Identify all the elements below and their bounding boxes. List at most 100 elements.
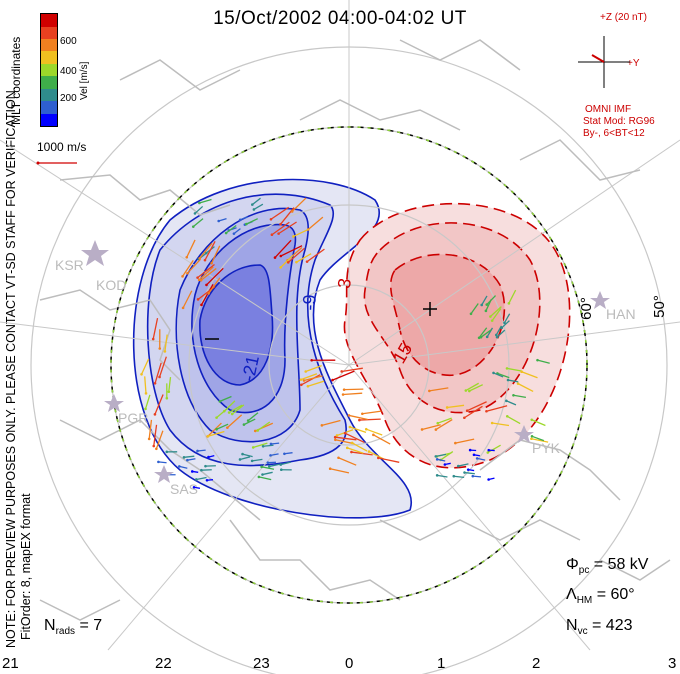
velocity-vector — [186, 239, 196, 258]
velocity-vector-origin — [230, 412, 234, 416]
velocity-vector-origin — [279, 254, 283, 258]
velocity-vector-origin — [270, 233, 274, 237]
velocity-vector-origin — [250, 459, 254, 463]
velocity-vector — [437, 474, 448, 478]
velocity-vector — [531, 419, 546, 427]
velocity-vector-origin — [348, 425, 352, 429]
velocity-vector — [183, 455, 195, 458]
colorbar-segment — [41, 38, 57, 52]
imf-z-label: +Z (20 nT) — [600, 12, 647, 23]
lambda-hm-stat: ΛHM = 60° — [566, 586, 635, 607]
velocity-vector-origin — [479, 335, 483, 339]
velocity-vector-origin — [466, 468, 470, 471]
velocity-vector-origin — [241, 452, 244, 456]
velocity-vector — [239, 216, 249, 221]
velocity-vector — [280, 255, 294, 268]
site-label-pyk: PYK — [532, 440, 561, 456]
velocity-vector — [466, 401, 487, 412]
velocity-vector — [200, 283, 214, 306]
phi-pc-stat: Φpc = 58 kV — [566, 556, 649, 577]
velocity-vector-origin — [302, 379, 306, 382]
velocity-vector-origin — [435, 458, 439, 461]
velocity-vector-origin — [530, 418, 534, 422]
velocity-vector — [251, 197, 261, 206]
colorbar-tick-400: 400 — [60, 66, 77, 77]
velocity-vector-origin — [331, 378, 334, 382]
nvc-value: 423 — [605, 617, 633, 634]
velocity-vector-origin — [215, 427, 218, 431]
site-markers — [81, 240, 610, 483]
velocity-vector — [252, 458, 263, 462]
imf-source: OMNI IMF — [585, 104, 632, 115]
velocity-vector-origin — [167, 390, 171, 394]
velocity-vector-origin — [295, 260, 298, 264]
velocity-vector-origin — [196, 276, 199, 279]
velocity-vector-origin — [420, 428, 424, 431]
velocity-vector — [207, 430, 225, 437]
velocity-vector — [344, 388, 364, 391]
velocity-vector — [501, 320, 510, 329]
velocity-vector-origin — [224, 231, 228, 235]
velocity-vector — [521, 371, 538, 379]
velocity-vector-origin — [434, 455, 438, 458]
velocity-vector — [206, 267, 224, 286]
velocity-vector — [208, 277, 221, 294]
velocity-vector — [197, 263, 215, 279]
velocity-vector-origin — [155, 447, 158, 451]
velocity-vector — [489, 306, 502, 318]
velocity-vector — [218, 217, 227, 222]
lambda-hm-value: 60° — [610, 586, 635, 603]
velocity-vector-origin — [505, 367, 509, 370]
colorbar-tick-200: 200 — [60, 93, 77, 104]
velocity-vector — [378, 457, 400, 463]
velocity-vector-origin — [152, 444, 156, 448]
velocity-vector — [140, 358, 150, 375]
velocity-vector-origin — [280, 468, 283, 472]
mlt-label-2: 2 — [532, 655, 541, 672]
velocity-vector — [513, 394, 526, 398]
velocity-vector-origin — [507, 302, 511, 305]
velocity-vector — [349, 426, 367, 434]
velocity-vector — [517, 383, 534, 393]
velocity-vector — [182, 260, 194, 277]
velocity-vector-origin — [153, 381, 157, 385]
velocity-vector — [531, 435, 545, 442]
velocity-vector-origin — [503, 321, 506, 325]
velocity-vector-origin — [452, 474, 456, 478]
velocity-vector-origin — [192, 485, 196, 489]
velocity-vector — [148, 419, 153, 439]
velocity-vector-origin — [185, 255, 189, 259]
velocity-vector-origin — [210, 261, 213, 265]
velocity-vector-origin — [305, 260, 309, 263]
velocity-vector — [497, 372, 510, 379]
velocity-vector-origin — [495, 335, 499, 339]
site-marker-pyk — [514, 425, 534, 443]
velocity-vector-origin — [279, 463, 283, 466]
velocity-vector-origin — [193, 212, 197, 215]
velocity-vector — [258, 476, 272, 481]
velocity-vector — [477, 457, 486, 461]
velocity-vector — [437, 458, 446, 462]
velocity-vector-origin — [198, 201, 201, 205]
velocity-vector-origin — [165, 396, 169, 400]
velocity-vector-origin — [343, 431, 347, 435]
velocity-vector-origin — [435, 474, 439, 477]
velocity-vector — [481, 295, 488, 306]
velocity-vector-origin — [516, 382, 520, 385]
velocity-vector-origin — [238, 458, 242, 461]
colorbar-segment — [41, 113, 57, 126]
velocity-vector-origin — [215, 416, 218, 419]
velocity-vector-origin — [190, 470, 194, 473]
nvc-stat: Nvc = 423 — [566, 617, 633, 638]
velocity-vector — [274, 239, 292, 259]
velocity-vector-origin — [181, 275, 184, 278]
velocity-vector-origin — [334, 438, 337, 442]
velocity-vector-origin — [530, 437, 533, 441]
velocity-vector-origin — [204, 464, 207, 468]
velocity-vector — [508, 289, 517, 304]
velocity-vector-origin — [238, 218, 242, 222]
colorbar-segment — [41, 88, 57, 102]
velocity-vector-origin — [200, 468, 203, 472]
potential-maximum-marker — [423, 302, 437, 316]
velocity-vector-origin — [256, 429, 259, 432]
